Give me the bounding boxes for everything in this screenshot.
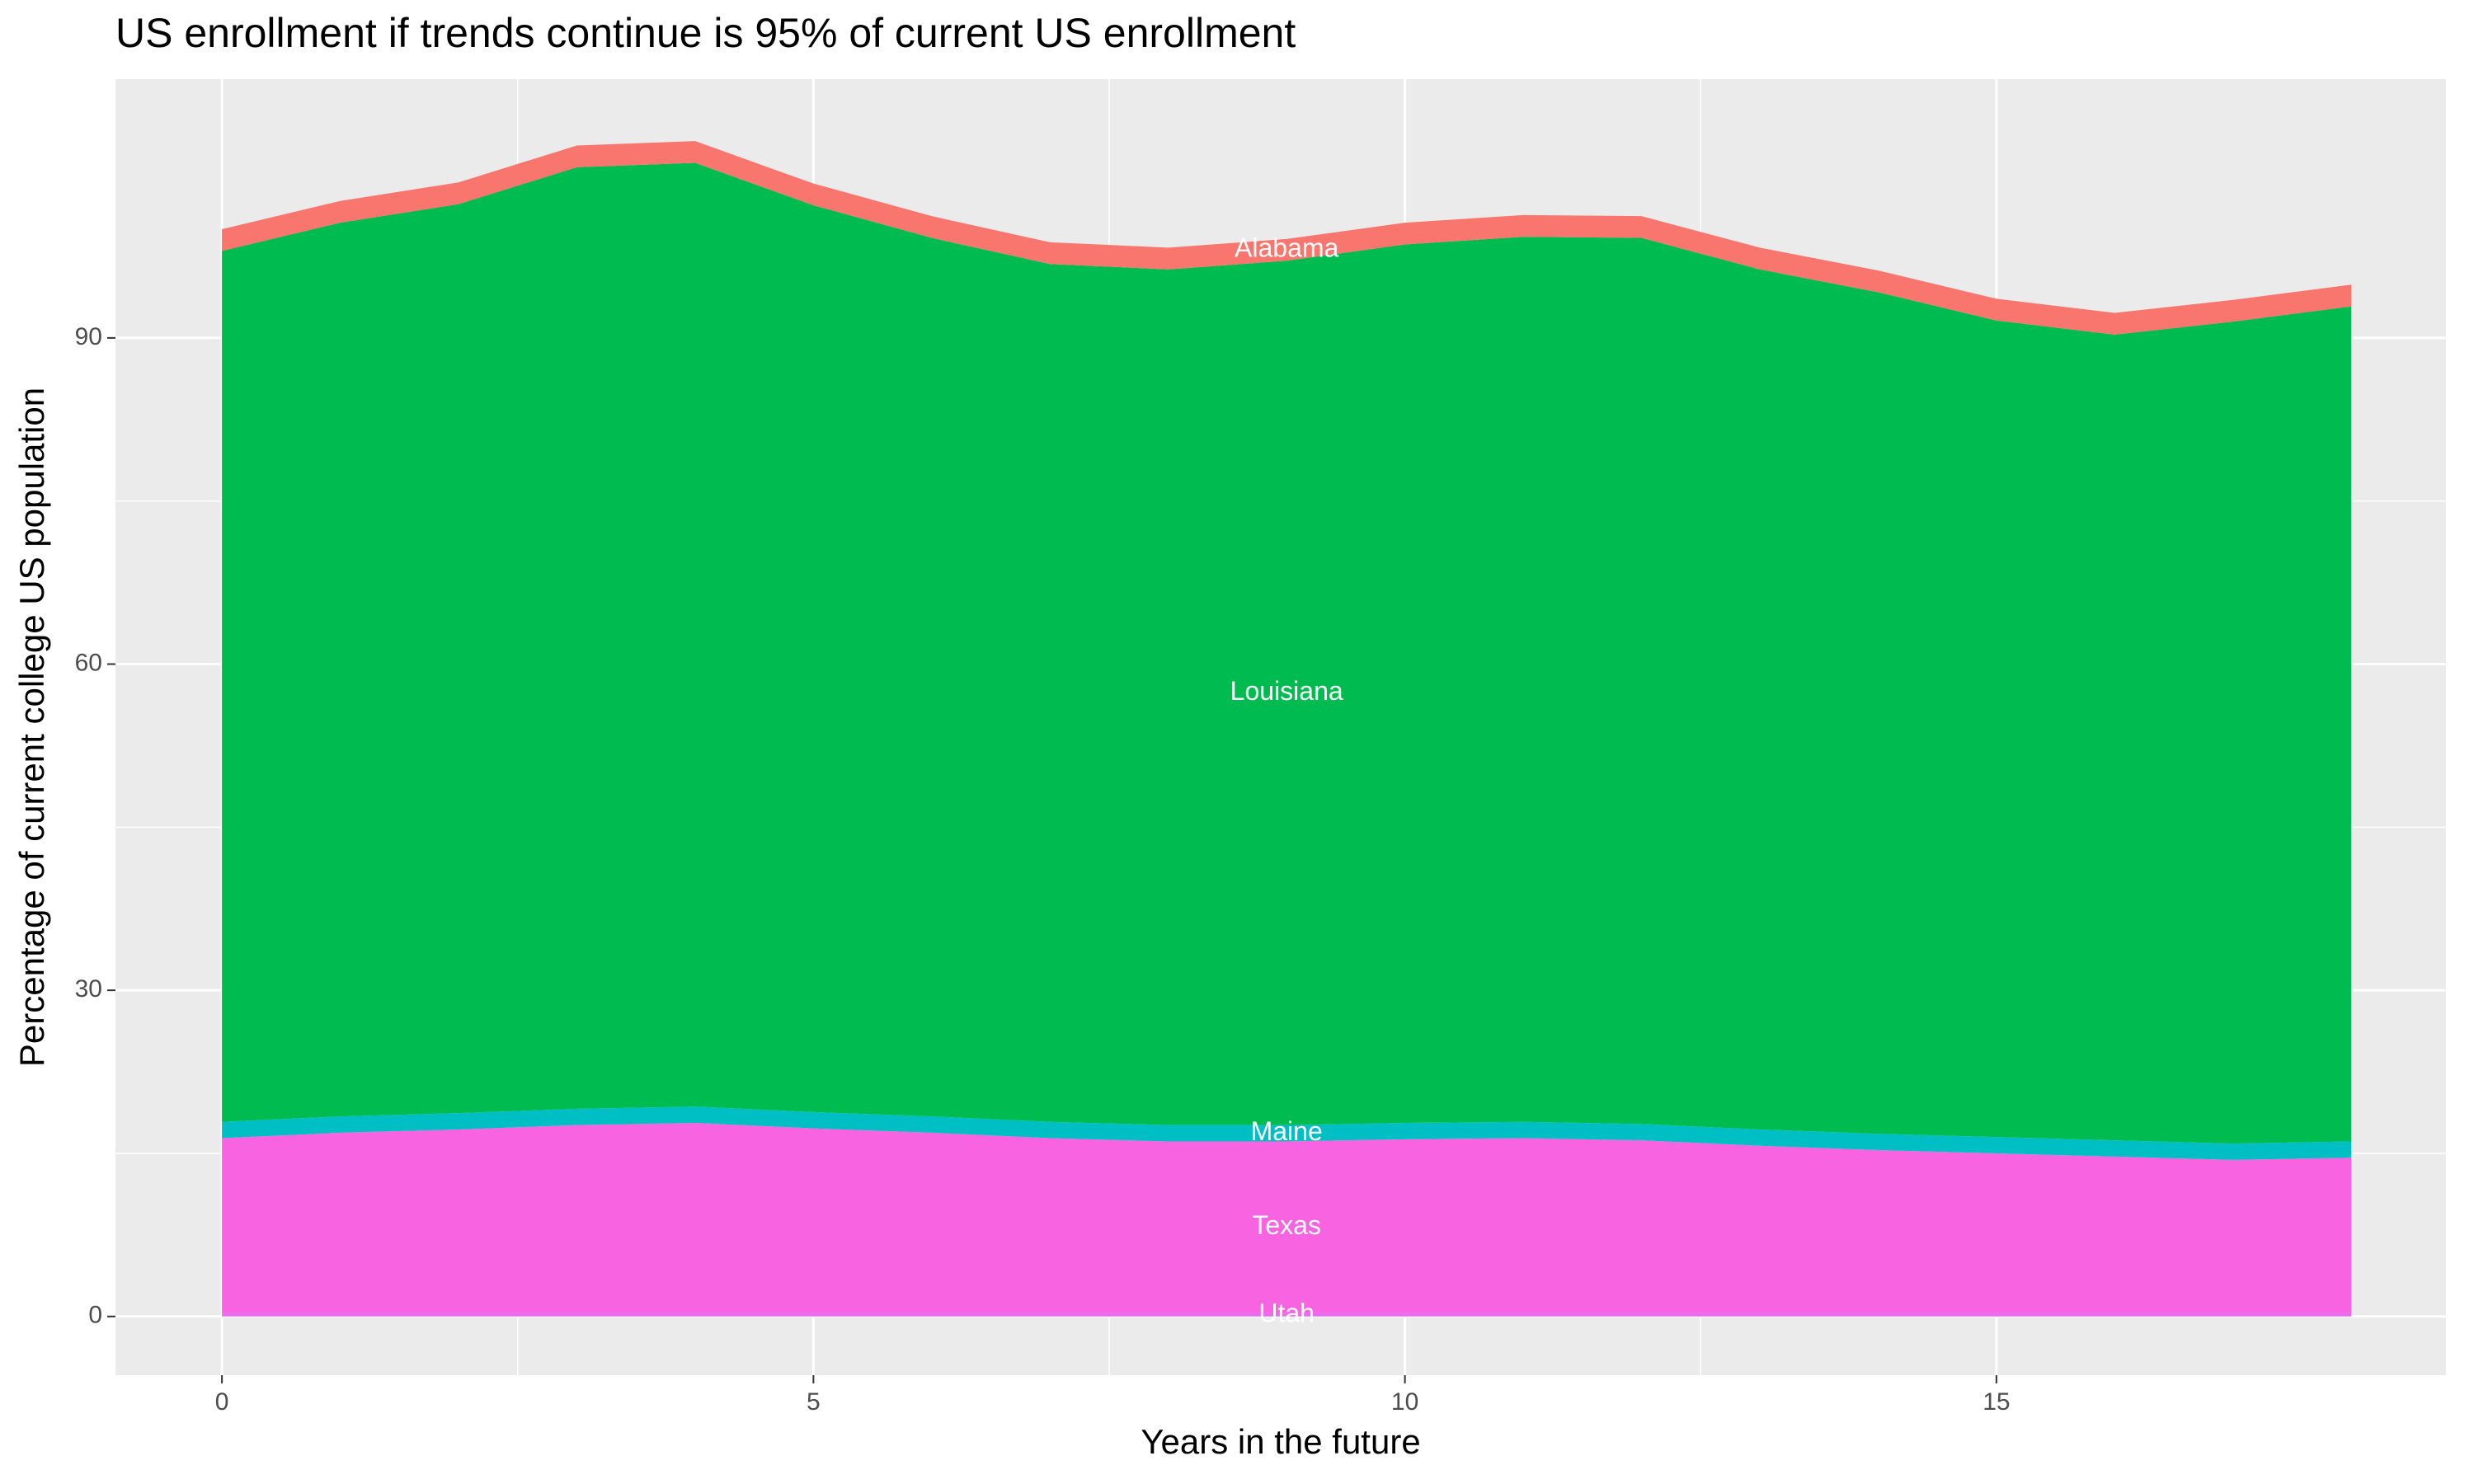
area — [222, 1106, 2352, 1160]
area-label: Maine — [1251, 1116, 1323, 1146]
chart-title: US enrollment if trends continue is 95% … — [115, 10, 1296, 56]
area — [222, 1313, 2352, 1317]
x-tick-label: 15 — [1982, 1388, 2010, 1416]
x-tick-label: 0 — [215, 1388, 229, 1416]
x-tick-label: 10 — [1391, 1388, 1418, 1416]
area — [222, 1123, 2352, 1313]
area-label: Alabama — [1235, 233, 1339, 263]
x-axis-label: Years in the future — [1141, 1422, 1420, 1461]
y-tick-label: 30 — [75, 975, 102, 1003]
area-label: Utah — [1258, 1298, 1315, 1327]
y-tick-label: 90 — [75, 323, 102, 350]
y-tick-label: 60 — [75, 649, 102, 676]
area-label: Louisiana — [1230, 676, 1343, 706]
y-axis-label: Percentage of current college US populat… — [12, 387, 51, 1067]
area — [222, 162, 2352, 1144]
area-label: Texas — [1252, 1210, 1321, 1240]
x-tick-label: 5 — [807, 1388, 821, 1416]
area — [222, 141, 2352, 335]
y-tick-label: 0 — [88, 1302, 102, 1329]
